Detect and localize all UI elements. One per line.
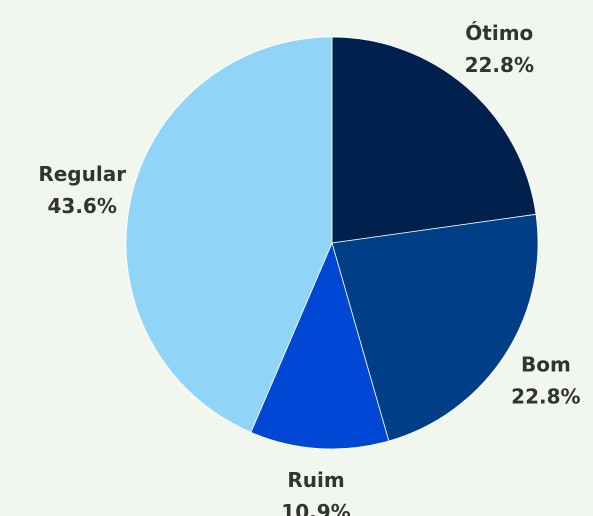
slice-value-label: 22.8%: [511, 384, 580, 408]
pie-slice: [250, 241, 390, 450]
slice-value-label: 10.9%: [281, 500, 350, 516]
pie-slice: [125, 36, 333, 433]
slice-value-label: 22.8%: [465, 53, 534, 77]
slice-value-label: 43.6%: [48, 194, 117, 218]
slice-label: Ruim: [287, 468, 344, 492]
slice-label: Ótimo: [465, 21, 533, 45]
slice-label: Bom: [521, 352, 571, 376]
pie-slice: [331, 36, 537, 244]
slice-label: Regular: [38, 162, 126, 186]
pie-slice: [331, 213, 539, 442]
